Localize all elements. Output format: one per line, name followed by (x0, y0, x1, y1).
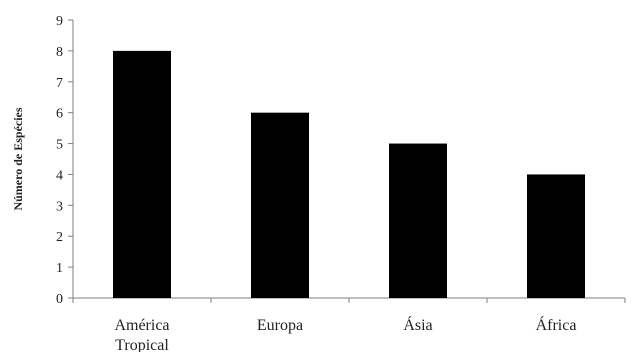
y-axis-title: Número de Espécies (11, 107, 25, 210)
x-category-labels: América Tropical Europa Ásia África (114, 315, 577, 354)
x-category-label: África (536, 315, 577, 334)
bars-group (113, 50, 585, 299)
bar (113, 50, 171, 299)
x-category-label-line: América (114, 317, 169, 334)
x-category-label-line: Europa (257, 317, 303, 334)
y-axis-title-group: Número de Espécies (11, 107, 25, 210)
y-tick-label: 2 (56, 230, 63, 245)
bar (251, 112, 309, 299)
y-tick-label: 0 (56, 292, 63, 307)
x-category-label-line: Tropical (115, 337, 169, 352)
y-tick-labels: 0 1 2 3 4 5 6 7 8 9 (56, 14, 63, 307)
y-tick-label: 4 (56, 168, 63, 183)
y-tick-label: 8 (56, 45, 63, 60)
x-category-label: Europa (257, 317, 303, 334)
x-category-label: América Tropical (114, 317, 169, 352)
y-tick-label: 5 (56, 138, 63, 153)
x-category-label-line: África (536, 315, 577, 334)
y-tick-label: 6 (56, 107, 63, 122)
bar (389, 143, 447, 298)
x-category-label-line: Ásia (403, 315, 432, 334)
x-category-label: Ásia (403, 315, 432, 334)
y-tick-label: 3 (56, 199, 63, 214)
y-tick-label: 7 (56, 76, 63, 91)
y-tick-label: 9 (56, 14, 63, 29)
bar (527, 174, 585, 298)
y-tick-label: 1 (56, 261, 63, 276)
